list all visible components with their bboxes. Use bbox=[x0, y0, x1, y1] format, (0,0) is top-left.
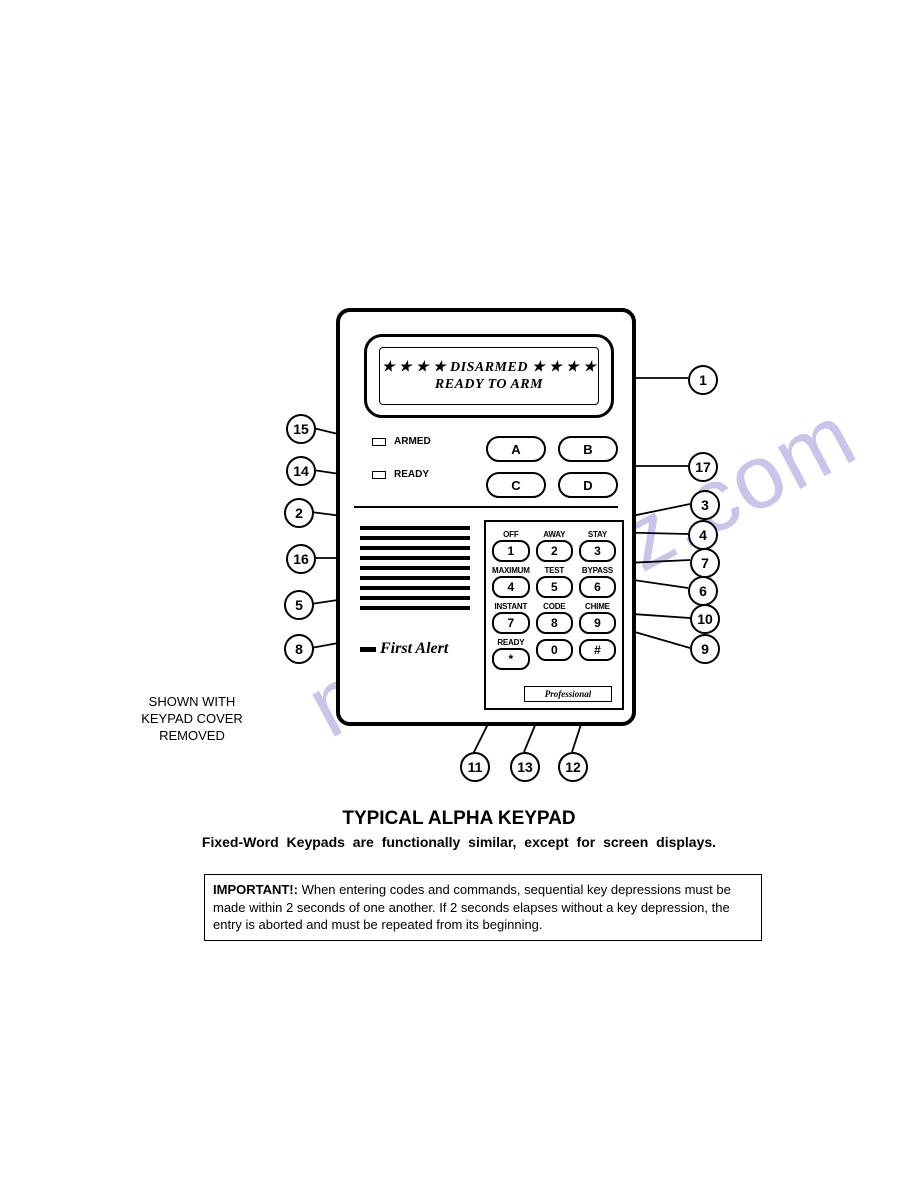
callout-15: 15 bbox=[286, 414, 316, 444]
key-9[interactable]: 9 bbox=[579, 612, 616, 634]
key-4-label: MAXIMUM bbox=[492, 566, 530, 575]
callout-4: 4 bbox=[688, 520, 718, 550]
callout-16: 16 bbox=[286, 544, 316, 574]
key-8-label: CODE bbox=[536, 602, 573, 611]
key-d[interactable]: D bbox=[558, 472, 618, 498]
professional-label: Professional bbox=[524, 686, 612, 702]
ready-led-icon bbox=[372, 471, 386, 479]
callout-6: 6 bbox=[688, 576, 718, 606]
function-keys: A B C D bbox=[486, 436, 618, 498]
key-1[interactable]: 1 bbox=[492, 540, 530, 562]
key-1-label: OFF bbox=[492, 530, 530, 539]
key-star[interactable]: * bbox=[492, 648, 530, 670]
key-star-label: READY bbox=[492, 638, 530, 647]
status-leds: ARMED READY bbox=[372, 436, 431, 502]
callout-9: 9 bbox=[690, 634, 720, 664]
key-8[interactable]: 8 bbox=[536, 612, 573, 634]
lcd-line-2: READY TO ARM bbox=[435, 376, 543, 394]
key-c[interactable]: C bbox=[486, 472, 546, 498]
key-9-label: CHIME bbox=[579, 602, 616, 611]
diagram-title: TYPICAL ALPHA KEYPAD bbox=[0, 808, 918, 830]
callout-14: 14 bbox=[286, 456, 316, 486]
divider-line bbox=[354, 506, 618, 508]
lcd-display: ★ ★ ★ ★ DISARMED ★ ★ ★ ★ READY TO ARM bbox=[379, 347, 599, 405]
brand-label: First Alert bbox=[360, 640, 448, 658]
key-6-label: BYPASS bbox=[579, 566, 616, 575]
armed-led-label: ARMED bbox=[394, 436, 431, 447]
key-0[interactable]: 0 bbox=[536, 639, 573, 661]
key-4[interactable]: 4 bbox=[492, 576, 530, 598]
lcd-line-1: ★ ★ ★ ★ DISARMED ★ ★ ★ ★ bbox=[382, 359, 596, 377]
speaker-grille bbox=[360, 526, 470, 616]
armed-led-icon bbox=[372, 438, 386, 446]
callout-12: 12 bbox=[558, 752, 588, 782]
callout-17: 17 bbox=[688, 452, 718, 482]
key-3[interactable]: 3 bbox=[579, 540, 616, 562]
key-2[interactable]: 2 bbox=[536, 540, 573, 562]
key-hash[interactable]: # bbox=[579, 639, 616, 661]
brand-text: First Alert bbox=[380, 640, 448, 657]
callout-7: 7 bbox=[690, 548, 720, 578]
callout-3: 3 bbox=[690, 490, 720, 520]
key-b[interactable]: B bbox=[558, 436, 618, 462]
key-7[interactable]: 7 bbox=[492, 612, 530, 634]
key-a[interactable]: A bbox=[486, 436, 546, 462]
callout-2: 2 bbox=[284, 498, 314, 528]
callout-10: 10 bbox=[690, 604, 720, 634]
callout-8: 8 bbox=[284, 634, 314, 664]
key-5-label: TEST bbox=[536, 566, 573, 575]
callout-1: 1 bbox=[688, 365, 718, 395]
keypad-device: ★ ★ ★ ★ DISARMED ★ ★ ★ ★ READY TO ARM AR… bbox=[336, 308, 636, 726]
key-6[interactable]: 6 bbox=[579, 576, 616, 598]
key-3-label: STAY bbox=[579, 530, 616, 539]
important-label: IMPORTANT!: bbox=[213, 882, 298, 897]
numeric-keypad: OFF1 AWAY2 STAY3 MAXIMUM4 TEST5 BYPASS6 … bbox=[484, 520, 624, 710]
callout-11: 11 bbox=[460, 752, 490, 782]
shown-with-caption: SHOWN WITH KEYPAD COVER REMOVED bbox=[122, 694, 262, 745]
brand-line-icon bbox=[360, 647, 376, 652]
ready-led-label: READY bbox=[394, 469, 429, 480]
key-2-label: AWAY bbox=[536, 530, 573, 539]
diagram-subtitle: Fixed-Word Keypads are functionally simi… bbox=[0, 834, 918, 850]
callout-13: 13 bbox=[510, 752, 540, 782]
important-note: IMPORTANT!: When entering codes and comm… bbox=[204, 874, 762, 941]
key-7-label: INSTANT bbox=[492, 602, 530, 611]
key-5[interactable]: 5 bbox=[536, 576, 573, 598]
lcd-frame: ★ ★ ★ ★ DISARMED ★ ★ ★ ★ READY TO ARM bbox=[364, 334, 614, 418]
page: manualzz.com bbox=[0, 0, 918, 1188]
callout-5: 5 bbox=[284, 590, 314, 620]
